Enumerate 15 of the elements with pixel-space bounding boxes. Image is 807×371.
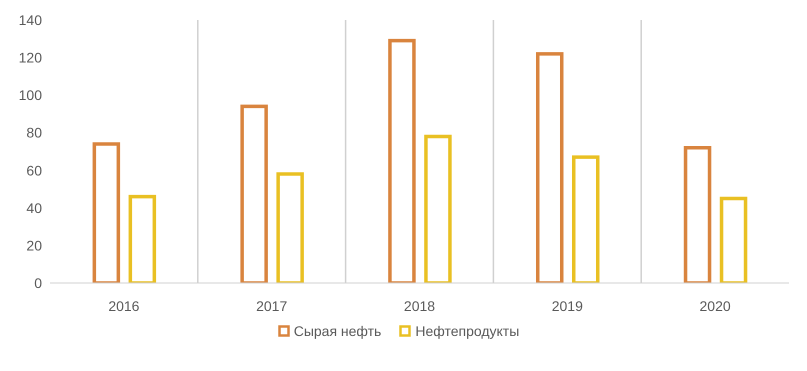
y-tick-label: 100 (18, 87, 42, 104)
x-tick-label: 2018 (404, 298, 436, 314)
y-tick-label: 80 (26, 124, 42, 141)
x-tick-label: 2017 (256, 298, 288, 314)
x-tick-label: 2016 (108, 298, 140, 314)
x-tick-label: 2019 (552, 298, 584, 314)
y-tick-label: 120 (18, 50, 42, 66)
y-tick-label: 140 (18, 12, 42, 28)
y-tick-label: 0 (34, 274, 42, 291)
y-tick-label: 40 (26, 200, 42, 216)
legend-label: Нефтепродукты (415, 323, 520, 339)
y-tick-label: 20 (26, 237, 42, 254)
x-tick-label: 2020 (700, 298, 731, 314)
legend-label: Сырая нефть (294, 323, 382, 339)
y-tick-label: 60 (26, 162, 42, 178)
